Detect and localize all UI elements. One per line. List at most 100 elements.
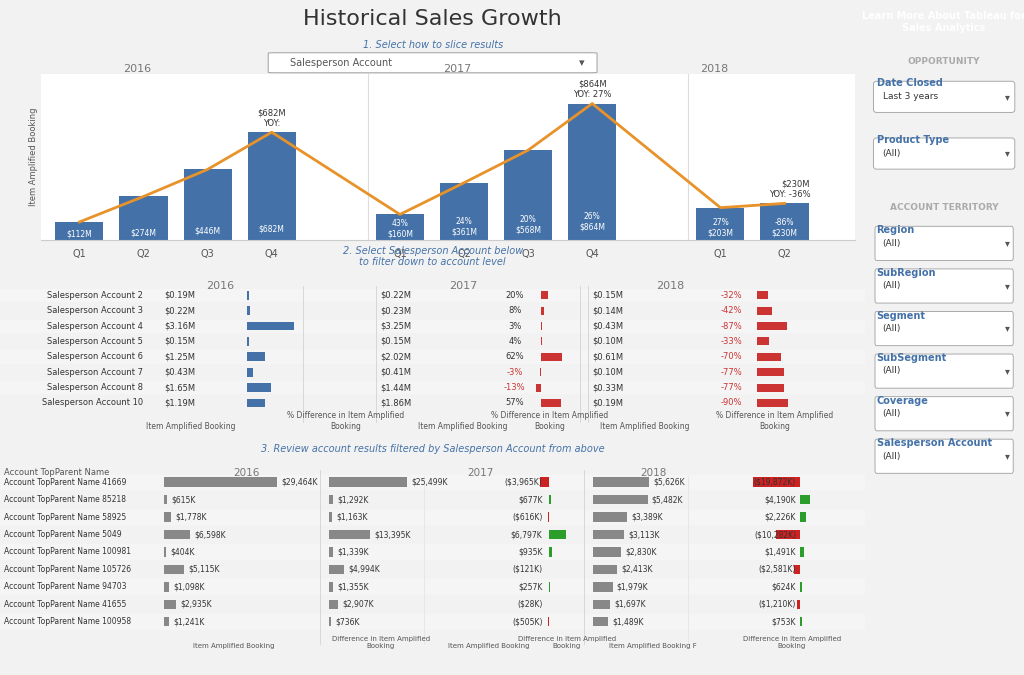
FancyBboxPatch shape [874,397,1014,431]
Bar [757,399,788,407]
Text: Account TopParent Name 41655: Account TopParent Name 41655 [4,599,127,609]
Text: 24%
$361M: 24% $361M [451,217,477,236]
Text: Difference in Item Amplified
Booking: Difference in Item Amplified Booking [332,637,430,649]
Bar [593,530,624,539]
Text: $4,994K: $4,994K [348,565,380,574]
Text: -87%: -87% [720,321,742,331]
Text: Account TopParent Name 41669: Account TopParent Name 41669 [4,478,127,487]
Text: SubRegion: SubRegion [877,268,936,278]
Text: ▾: ▾ [1005,323,1010,333]
Bar [165,565,184,574]
Bar [247,352,265,361]
Bar [593,512,627,522]
Bar [537,383,541,392]
Text: ▾: ▾ [1005,281,1010,291]
Bar [795,565,801,574]
Text: $3,389K: $3,389K [631,512,663,522]
Text: Account TopParent Name 5049: Account TopParent Name 5049 [4,530,122,539]
Text: -32%: -32% [720,291,742,300]
Text: Segment: Segment [877,310,926,321]
Text: ▾: ▾ [1005,408,1010,418]
Text: $3.16M: $3.16M [165,321,196,331]
Text: Item Amplified Booking: Item Amplified Booking [600,421,689,431]
Bar [440,183,488,240]
Bar [593,599,609,609]
Text: 2017: 2017 [443,64,472,74]
Text: $1,355K: $1,355K [337,583,369,591]
Text: Item Amplified Booking: Item Amplified Booking [449,643,529,649]
Text: Salesperson Account 3: Salesperson Account 3 [47,306,142,315]
Bar [761,203,809,240]
Bar [55,222,103,240]
Bar [247,398,264,408]
Text: Product Type: Product Type [877,135,948,145]
Bar [0,614,865,630]
Text: Item Amplified Booking: Item Amplified Booking [145,421,236,431]
Text: $257K: $257K [518,583,543,591]
Bar [798,599,801,609]
Bar [247,337,249,346]
Text: $0.19M: $0.19M [165,291,196,300]
Bar [165,495,167,504]
FancyBboxPatch shape [874,311,1014,346]
Bar [753,477,801,487]
Text: $112M: $112M [67,230,92,238]
Text: $2,935K: $2,935K [180,599,212,609]
Text: OPPORTUNITY: OPPORTUNITY [908,57,980,66]
Text: Account TopParent Name 100981: Account TopParent Name 100981 [4,547,131,556]
Bar [757,368,783,376]
Text: Salesperson Account: Salesperson Account [877,438,991,448]
Bar [0,381,865,394]
Text: -90%: -90% [721,398,742,408]
FancyBboxPatch shape [873,81,1015,113]
Text: $3.25M: $3.25M [381,321,412,331]
Text: 2. Select Salesperson Account below
to filter down to account level: 2. Select Salesperson Account below to f… [342,246,523,267]
Text: 20%
$568M: 20% $568M [515,215,541,234]
Text: 43%
$160M: 43% $160M [387,219,413,238]
Text: Salesperson Account: Salesperson Account [290,58,392,68]
Text: -86%
$230M: -86% $230M [771,218,798,238]
Bar [550,530,565,539]
Text: 2018: 2018 [656,281,685,292]
Text: $274M: $274M [130,228,157,237]
Text: Salesperson Account 6: Salesperson Account 6 [47,352,142,361]
Text: ($505K): ($505K) [512,617,543,626]
Text: % Difference in Item Amplified
Booking: % Difference in Item Amplified Booking [490,411,608,431]
Bar [0,289,865,302]
Text: $1,241K: $1,241K [173,617,205,626]
Text: 4%: 4% [508,337,521,346]
Text: $0.43M: $0.43M [165,368,196,377]
Bar [593,582,612,591]
Text: Account TopParent Name 100958: Account TopParent Name 100958 [4,617,131,626]
Text: (All): (All) [883,239,901,248]
Text: % Difference in Item Amplified
Booking: % Difference in Item Amplified Booking [288,411,404,431]
Text: 2016: 2016 [233,468,260,478]
FancyBboxPatch shape [874,269,1014,303]
Text: (All): (All) [883,281,901,290]
Bar [247,321,294,331]
Text: $1,778K: $1,778K [175,512,207,522]
Text: $230M
YOY: -36%: $230M YOY: -36% [769,180,810,199]
Bar [165,530,189,539]
Bar [329,530,370,539]
Text: 2016: 2016 [123,64,152,74]
Text: 3%: 3% [508,321,521,331]
Text: $2,830K: $2,830K [626,547,656,556]
Bar [329,477,407,487]
Text: Last 3 years: Last 3 years [883,92,938,101]
Text: ($10,282K): ($10,282K) [754,530,796,539]
Text: $0.10M: $0.10M [593,368,624,377]
Bar [165,617,169,626]
Text: ▾: ▾ [1005,451,1010,461]
Text: Account TopParent Name 94703: Account TopParent Name 94703 [4,583,127,591]
Bar [757,338,769,346]
FancyBboxPatch shape [873,138,1015,169]
Text: $1,098K: $1,098K [173,583,205,591]
Text: -3%: -3% [507,368,523,377]
Bar [247,368,253,377]
Text: Salesperson Account 4: Salesperson Account 4 [47,321,142,331]
Bar [120,196,168,240]
Text: ACCOUNT TERRITORY: ACCOUNT TERRITORY [890,203,998,212]
Text: $5,482K: $5,482K [652,495,683,504]
Bar [696,208,744,240]
